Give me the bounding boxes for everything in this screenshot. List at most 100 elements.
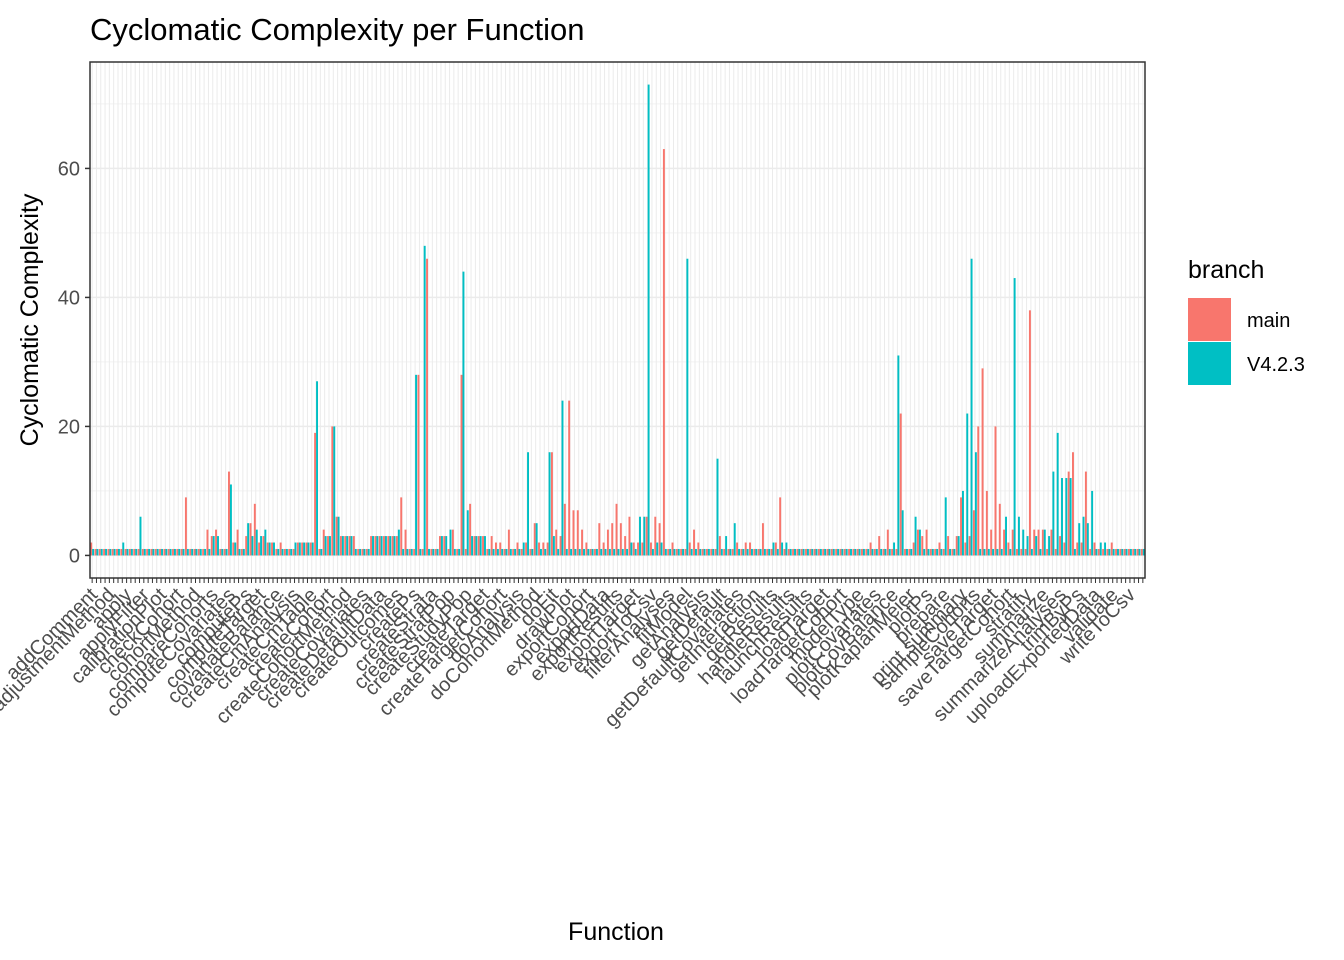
bar-V4.2.3	[260, 536, 263, 556]
bar-main	[258, 542, 261, 556]
bar-main	[830, 548, 833, 556]
bar-main	[1080, 542, 1083, 556]
bar-main	[1003, 529, 1006, 556]
bar-main	[839, 548, 842, 556]
bar-V4.2.3	[1069, 478, 1072, 556]
bar-main	[172, 548, 174, 556]
bar-V4.2.3	[268, 542, 271, 556]
bar-main	[279, 542, 282, 556]
bar-V4.2.3	[285, 548, 288, 556]
bar-V4.2.3	[565, 548, 568, 556]
bar-V4.2.3	[384, 536, 387, 556]
bar-main	[835, 548, 838, 556]
bar-V4.2.3	[143, 548, 146, 556]
bar-main	[533, 523, 536, 556]
bar-main	[774, 542, 777, 556]
bar-main	[154, 548, 157, 556]
bar-V4.2.3	[514, 548, 517, 556]
bar-main	[856, 548, 859, 556]
bar-V4.2.3	[389, 536, 392, 556]
bar-V4.2.3	[152, 548, 155, 556]
bar-V4.2.3	[845, 548, 848, 556]
bar-main	[1136, 548, 1139, 556]
bar-main	[395, 536, 398, 556]
bar-main	[886, 529, 889, 556]
bar-main	[404, 529, 407, 556]
bar-main	[934, 548, 937, 556]
bar-V4.2.3	[161, 548, 163, 556]
bar-main	[460, 374, 463, 556]
bar-V4.2.3	[242, 548, 245, 556]
bar-V4.2.3	[501, 548, 504, 556]
bar-V4.2.3	[910, 548, 913, 556]
bar-main	[529, 548, 532, 556]
bar-V4.2.3	[940, 548, 943, 556]
bar-V4.2.3	[1026, 536, 1029, 556]
bar-main	[292, 548, 295, 556]
bar-V4.2.3	[527, 452, 530, 556]
bar-main	[266, 542, 269, 556]
bar-V4.2.3	[544, 548, 547, 556]
bar-main	[662, 149, 665, 556]
bar-main	[1033, 529, 1036, 556]
bar-main	[817, 548, 820, 556]
bar-main	[249, 523, 252, 556]
bar-main	[451, 529, 454, 556]
bar-main	[1093, 542, 1096, 556]
bar-main	[477, 536, 480, 556]
bar-main	[1119, 548, 1122, 556]
bar-main	[305, 542, 308, 556]
bar-V4.2.3	[281, 548, 284, 556]
bar-main	[1063, 542, 1066, 556]
bar-main	[103, 548, 106, 556]
bar-main	[714, 548, 717, 556]
bar-V4.2.3	[1039, 548, 1042, 556]
bar-main	[1028, 310, 1031, 556]
bar-V4.2.3	[862, 548, 865, 556]
bar-V4.2.3	[376, 536, 379, 556]
bar-V4.2.3	[1104, 542, 1107, 556]
bar-V4.2.3	[669, 548, 672, 556]
bar-main	[964, 542, 967, 556]
bar-main	[94, 548, 97, 556]
bar-V4.2.3	[135, 548, 138, 556]
bar-main	[1132, 548, 1135, 556]
bar-main	[150, 548, 153, 556]
bar-V4.2.3	[273, 542, 275, 556]
bar-main	[693, 529, 696, 556]
bar-main	[1110, 542, 1113, 556]
bar-main	[1076, 542, 1079, 556]
bar-main	[421, 548, 424, 556]
bar-V4.2.3	[1138, 548, 1141, 556]
bar-V4.2.3	[1052, 471, 1055, 556]
bar-V4.2.3	[557, 548, 560, 556]
bar-V4.2.3	[574, 548, 577, 556]
legend-title: branch	[1188, 256, 1264, 284]
bar-V4.2.3	[987, 548, 990, 556]
bar-main	[1046, 548, 1049, 556]
bar-main	[456, 548, 459, 556]
bar-V4.2.3	[824, 548, 827, 556]
bar-V4.2.3	[1125, 548, 1128, 556]
bar-main	[619, 523, 622, 556]
bar-V4.2.3	[695, 548, 697, 556]
bar-V4.2.3	[720, 548, 723, 556]
bar-main	[387, 536, 390, 556]
bar-V4.2.3	[944, 497, 947, 556]
bar-main	[262, 536, 265, 556]
bar-V4.2.3	[509, 548, 512, 556]
bar-V4.2.3	[750, 548, 753, 556]
grid-layer	[90, 62, 1145, 578]
bar-V4.2.3	[458, 548, 461, 556]
bar-V4.2.3	[673, 548, 676, 556]
bar-main	[464, 548, 467, 556]
bar-main	[318, 548, 321, 556]
bar-V4.2.3	[914, 516, 917, 556]
bar-main	[1050, 529, 1053, 556]
bar-main	[322, 529, 325, 556]
bar-V4.2.3	[1048, 536, 1051, 556]
bar-main	[1037, 529, 1040, 556]
bar-main	[555, 529, 558, 556]
bar-V4.2.3	[1000, 548, 1003, 556]
bar-V4.2.3	[307, 542, 310, 556]
